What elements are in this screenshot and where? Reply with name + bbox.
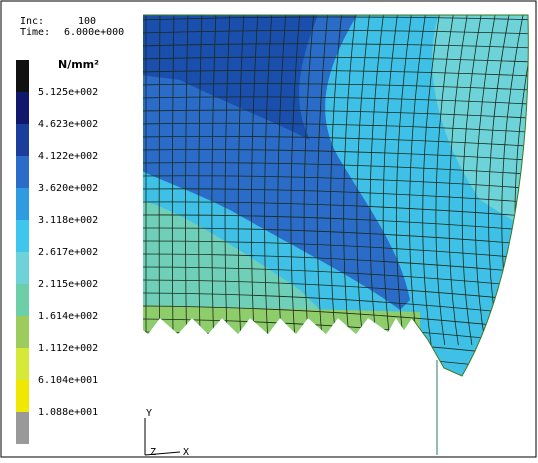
legend-label: 1.614e+002 <box>38 311 98 322</box>
legend-label: 2.115e+002 <box>38 279 98 290</box>
legend-swatch <box>16 380 29 412</box>
legend-swatch <box>16 156 29 188</box>
legend-swatch <box>16 252 29 284</box>
legend-label: 3.620e+002 <box>38 183 98 194</box>
time-value: 6.000e+000 <box>64 27 124 38</box>
legend-label: 3.118e+002 <box>38 215 98 226</box>
legend-swatch <box>16 92 29 124</box>
axis-y-label: Y <box>146 408 152 419</box>
legend-label: 6.104e+001 <box>38 375 98 386</box>
legend-swatch <box>16 348 29 380</box>
legend-swatch <box>16 124 29 156</box>
axis-x-label: X <box>183 447 189 458</box>
inc-value: 100 <box>78 16 96 27</box>
axis-z-label: Z <box>150 447 156 458</box>
legend-label: 5.125e+002 <box>38 87 98 98</box>
legend-label: 4.122e+002 <box>38 151 98 162</box>
legend-swatch <box>16 284 29 316</box>
legend-unit: N/mm² <box>58 58 99 71</box>
legend-label: 1.112e+002 <box>38 343 98 354</box>
legend-swatch <box>16 412 29 444</box>
legend-swatch <box>16 60 29 92</box>
legend-label: 4.623e+002 <box>38 119 98 130</box>
legend-swatch <box>16 316 29 348</box>
time-label: Time: <box>20 27 50 38</box>
legend-label: 1.088e+001 <box>38 407 98 418</box>
viewport: Inc: 100 Time: 6.000e+000 N/mm² 5.125e+0… <box>0 0 538 459</box>
legend-swatch <box>16 220 29 252</box>
legend-swatch <box>16 188 29 220</box>
inc-label: Inc: <box>20 16 44 27</box>
legend-label: 2.617e+002 <box>38 247 98 258</box>
